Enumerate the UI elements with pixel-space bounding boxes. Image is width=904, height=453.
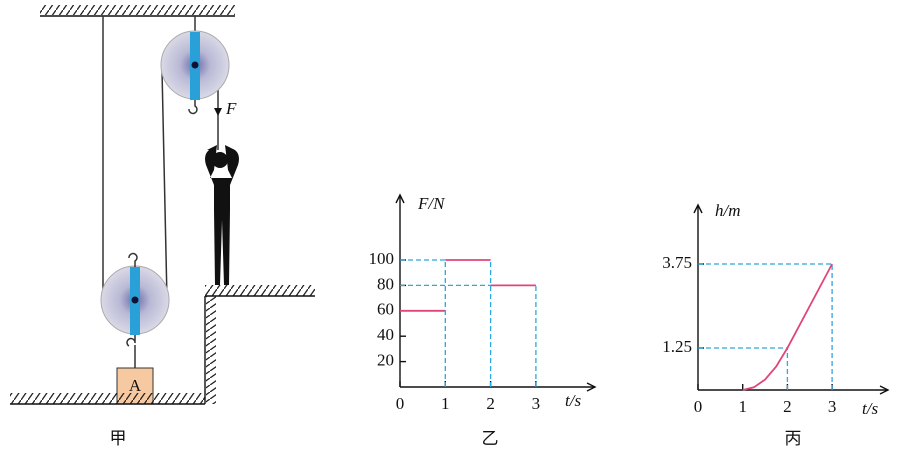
x-axis-label: t/s [565,391,581,410]
x-tick-label: 3 [828,397,837,416]
x-axis-arrow [879,385,890,395]
x-tick-label: 1 [738,397,747,416]
pulley-diagram: F A 甲 [10,5,315,448]
x-tick-label: 1 [441,394,450,413]
y-axis-arrow [693,203,703,214]
x-axis-label: t/s [862,399,878,418]
caption: 甲 [110,429,127,448]
y-axis-arrow [395,193,405,204]
y-axis-label: F/N [417,194,446,213]
x-tick-label: 2 [783,397,792,416]
y-tick-label: 20 [377,351,394,370]
y-tick-label: 100 [369,249,395,268]
y-tick-label: 80 [377,274,394,293]
y-axis-label: h/m [715,201,741,220]
x-tick-label: 2 [486,394,495,413]
x-tick-label: 0 [396,394,405,413]
force-label: F [225,99,237,118]
y-tick-label: 60 [377,300,394,319]
data-line [742,263,833,391]
x-tick-label: 0 [694,397,703,416]
caption: 丙 [785,429,802,448]
x-tick-label: 3 [532,394,541,413]
y-tick-label: 3.75 [662,253,692,272]
caption: 乙 [482,429,499,448]
block-label: A [129,376,142,395]
y-tick-label: 1.25 [662,337,692,356]
x-axis-arrow [586,382,597,392]
y-tick-label: 40 [377,325,394,344]
